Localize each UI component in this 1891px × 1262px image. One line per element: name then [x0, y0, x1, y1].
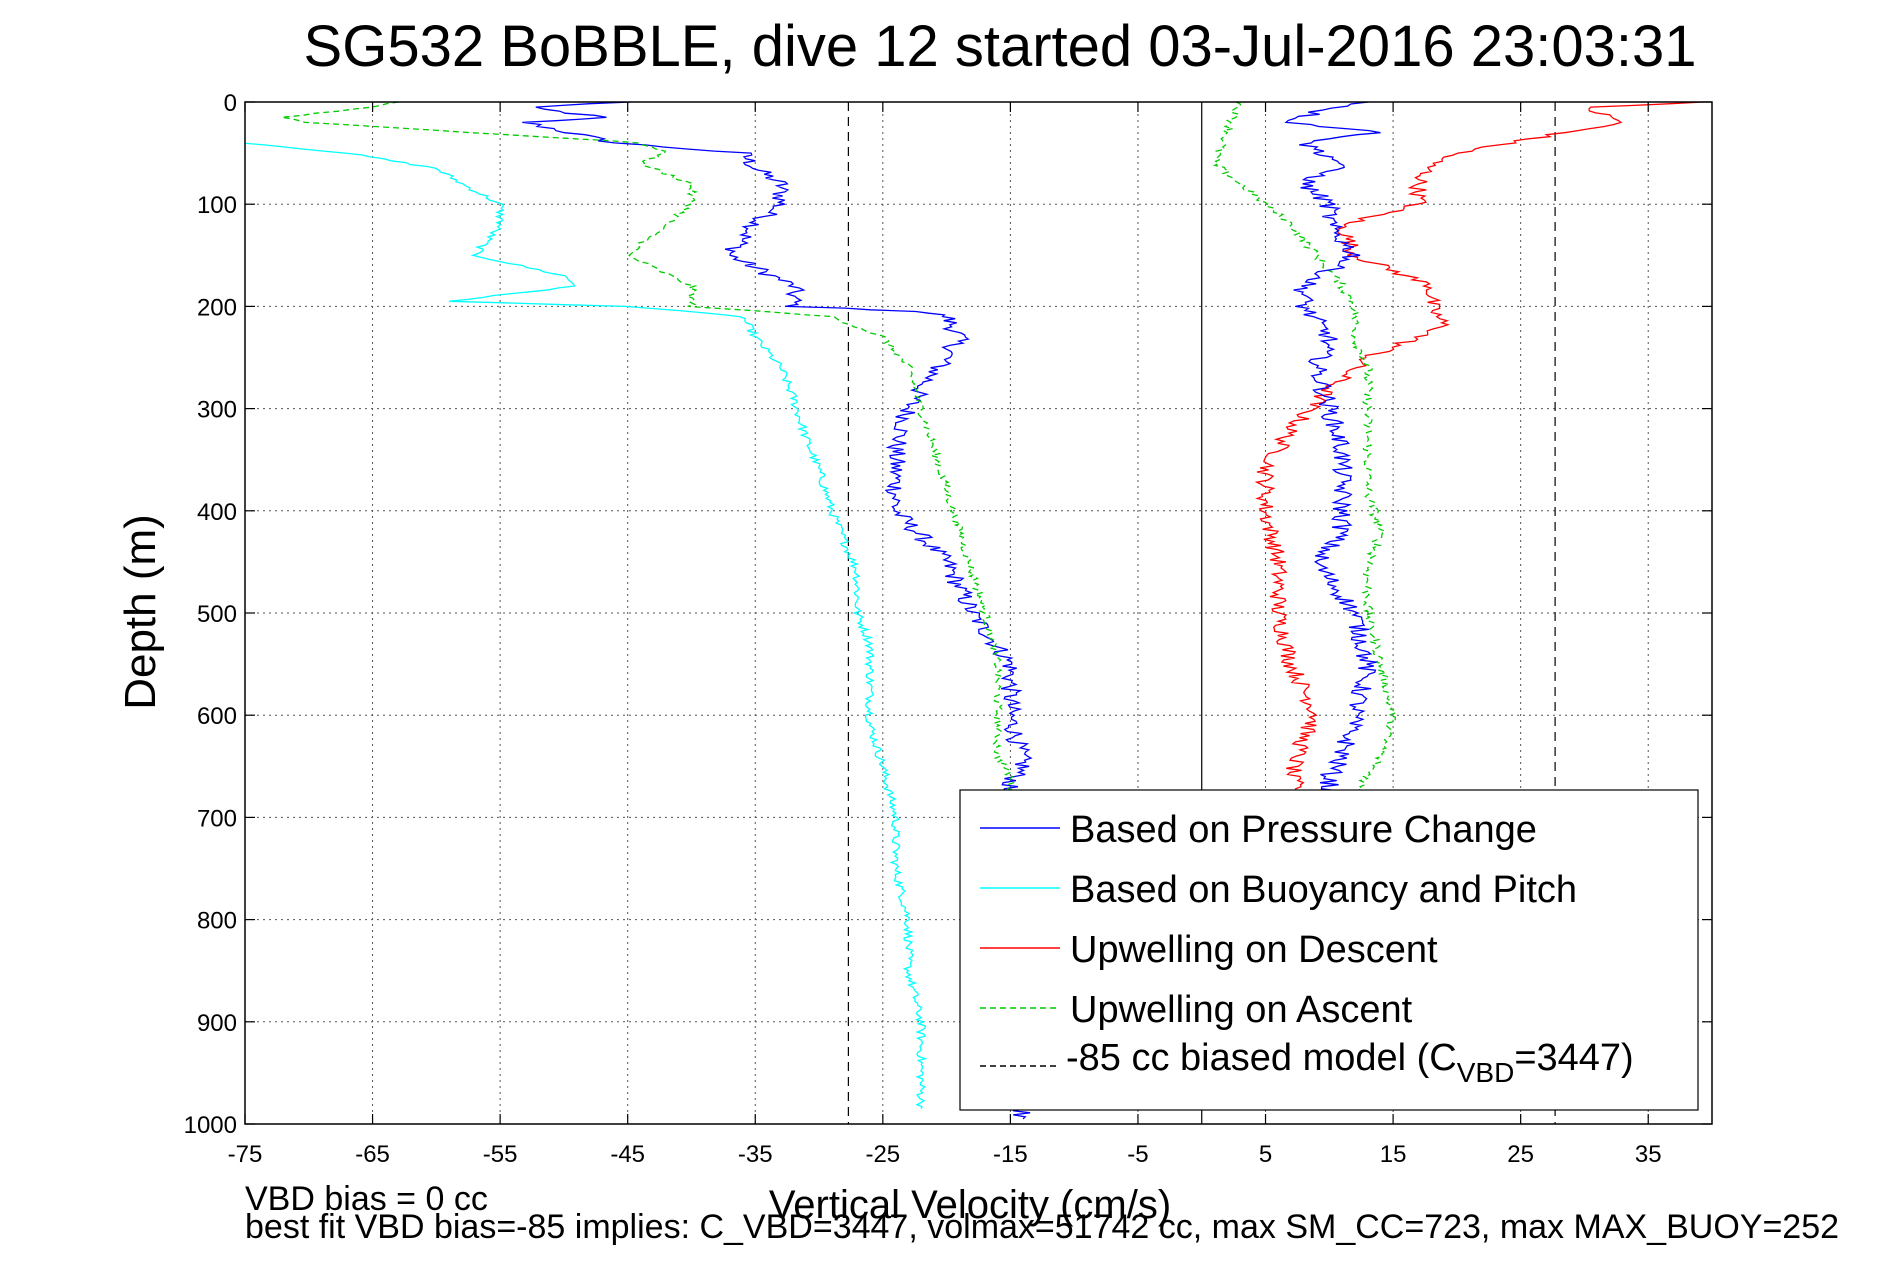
- y-tick-label: 800: [197, 908, 237, 935]
- vbd-bias-note: VBD bias = 0 cc: [245, 1180, 488, 1218]
- legend-label-buoyancy: Based on Buoyancy and Pitch: [1070, 869, 1577, 911]
- chart-title: SG532 BoBBLE, dive 12 started 03-Jul-201…: [304, 14, 1697, 79]
- x-tick-label: -35: [738, 1141, 773, 1168]
- y-tick-label: 100: [197, 192, 237, 219]
- legend-box: [959, 789, 1699, 1111]
- x-tick-label: -55: [483, 1141, 518, 1168]
- legend-model-suffix: =3447): [1514, 1037, 1633, 1079]
- legend-label-ascent: Upwelling on Ascent: [1070, 989, 1413, 1031]
- y-tick-label: 900: [197, 1010, 237, 1037]
- x-axis-label: Vertical Velocity (cm/s): [769, 1183, 1171, 1227]
- legend-label-model: -85 cc biased model (CVBD=3447): [1066, 1037, 1634, 1088]
- x-tick-label: -65: [355, 1141, 390, 1168]
- y-axis-label: Depth (m): [116, 514, 165, 710]
- y-tick-label: 1000: [184, 1112, 237, 1139]
- legend-entry-descent: Upwelling on Descent: [980, 929, 1438, 971]
- y-tick-label: 400: [197, 499, 237, 526]
- legend-entry-buoyancy: Based on Buoyancy and Pitch: [980, 869, 1577, 911]
- series-upwelling-descent: [1254, 102, 1704, 798]
- axis-ticks: -75 -65 -55 -45 -35 -25 -15 -5 5 15 25 350100200300…: [184, 90, 1712, 1168]
- y-tick-label: 200: [197, 294, 237, 321]
- x-tick-label: 35: [1635, 1141, 1662, 1168]
- x-tick-label: -5: [1127, 1141, 1148, 1168]
- legend: Based on Pressure Change Based on Buoyan…: [959, 789, 1699, 1111]
- series-upwelling-ascent-right: [1212, 102, 1398, 798]
- legend-model-prefix: -85 cc biased model (C: [1066, 1037, 1457, 1079]
- legend-label-pressure: Based on Pressure Change: [1070, 809, 1537, 851]
- x-tick-label: 25: [1507, 1141, 1534, 1168]
- best-fit-note: best fit VBD bias=-85 implies: C_VBD=344…: [245, 1208, 1840, 1246]
- y-tick-label: 0: [224, 90, 237, 117]
- y-tick-label: 600: [197, 703, 237, 730]
- x-tick-label: 5: [1259, 1141, 1272, 1168]
- x-tick-label: -15: [993, 1141, 1028, 1168]
- y-tick-label: 700: [197, 805, 237, 832]
- y-tick-label: 300: [197, 397, 237, 424]
- series-buoyancy-pitch: [245, 142, 928, 1109]
- legend-model-subscript: VBD: [1457, 1057, 1515, 1088]
- series-pressure-change-right: [1284, 102, 1381, 798]
- legend-entry-model: -85 cc biased model (CVBD=3447): [980, 1037, 1634, 1088]
- legend-entry-ascent: Upwelling on Ascent: [980, 989, 1413, 1031]
- legend-label-descent: Upwelling on Descent: [1070, 929, 1438, 971]
- series-upwelling-ascent: [281, 102, 1017, 798]
- legend-entry-pressure: Based on Pressure Change: [980, 809, 1537, 851]
- x-tick-label: -45: [610, 1141, 645, 1168]
- x-tick-label: -75: [228, 1141, 263, 1168]
- x-tick-label: 15: [1380, 1141, 1407, 1168]
- x-tick-label: -25: [865, 1141, 900, 1168]
- y-tick-label: 500: [197, 601, 237, 628]
